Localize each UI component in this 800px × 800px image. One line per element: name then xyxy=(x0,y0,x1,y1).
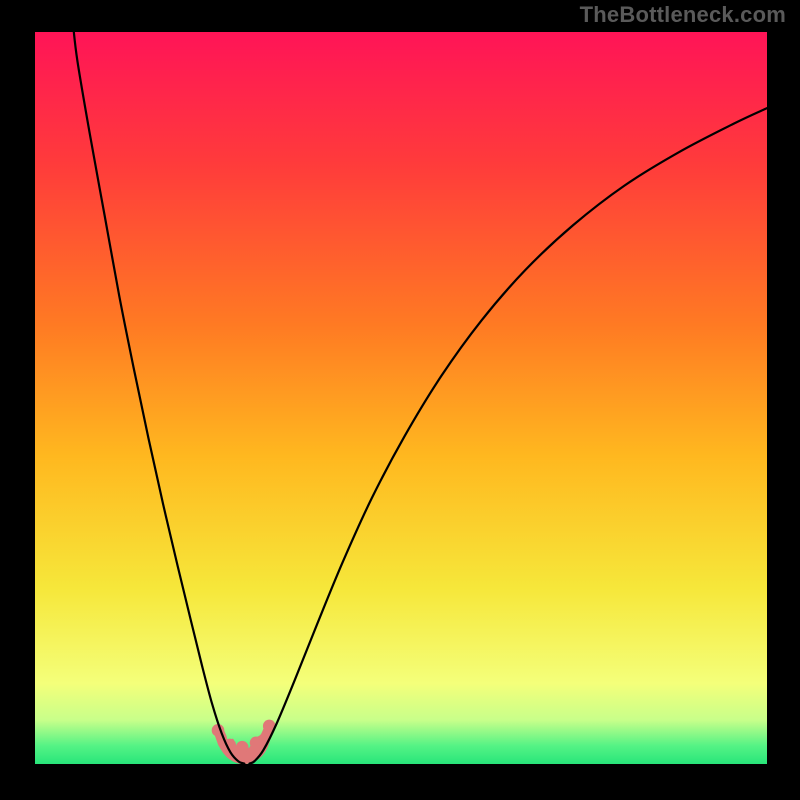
watermark-text: TheBottleneck.com xyxy=(580,2,786,28)
valley-marker xyxy=(236,741,249,754)
chart-svg xyxy=(0,0,800,800)
bottleneck-chart: TheBottleneck.com xyxy=(0,0,800,800)
valley-marker xyxy=(250,736,263,749)
plot-background-gradient xyxy=(35,32,767,764)
